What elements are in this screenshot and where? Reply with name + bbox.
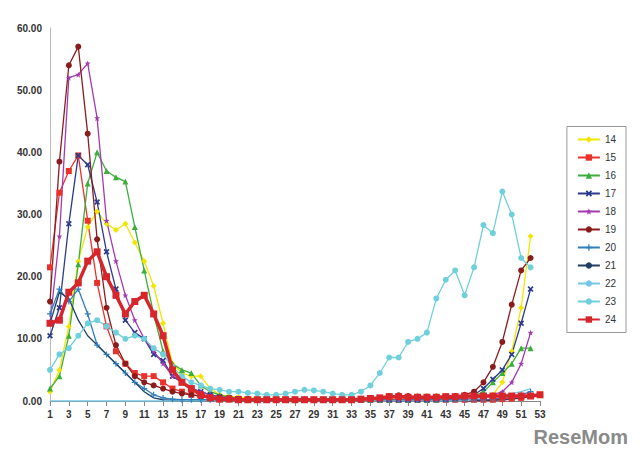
svg-text:22: 22 xyxy=(605,278,617,289)
svg-text:45: 45 xyxy=(459,409,471,420)
svg-text:11: 11 xyxy=(139,409,150,420)
svg-text:16: 16 xyxy=(605,170,617,181)
svg-text:19: 19 xyxy=(214,409,226,420)
svg-text:17: 17 xyxy=(605,188,617,199)
svg-text:21: 21 xyxy=(605,260,617,271)
svg-text:27: 27 xyxy=(289,409,301,420)
svg-text:43: 43 xyxy=(440,409,452,420)
svg-text:33: 33 xyxy=(346,409,358,420)
svg-text:15: 15 xyxy=(605,152,617,163)
svg-text:9: 9 xyxy=(123,409,129,420)
svg-text:ReseMom: ReseMom xyxy=(534,426,628,448)
svg-text:15: 15 xyxy=(176,409,188,420)
svg-text:40.00: 40.00 xyxy=(17,147,42,158)
svg-text:20: 20 xyxy=(605,242,617,253)
svg-text:14: 14 xyxy=(605,134,617,145)
svg-text:31: 31 xyxy=(327,409,339,420)
svg-text:1: 1 xyxy=(47,409,53,420)
svg-text:21: 21 xyxy=(233,409,245,420)
svg-text:35: 35 xyxy=(365,409,377,420)
svg-text:3: 3 xyxy=(66,409,72,420)
svg-text:7: 7 xyxy=(104,409,110,420)
svg-text:23: 23 xyxy=(605,296,617,307)
svg-text:13: 13 xyxy=(158,409,170,420)
svg-text:17: 17 xyxy=(195,409,207,420)
svg-text:20.00: 20.00 xyxy=(17,271,42,282)
svg-text:25: 25 xyxy=(271,409,283,420)
svg-text:18: 18 xyxy=(605,206,617,217)
svg-text:23: 23 xyxy=(252,409,264,420)
svg-text:41: 41 xyxy=(421,409,433,420)
svg-text:0.00: 0.00 xyxy=(23,396,43,407)
svg-text:53: 53 xyxy=(534,409,546,420)
svg-text:50.00: 50.00 xyxy=(17,85,42,96)
svg-text:24: 24 xyxy=(605,314,617,325)
svg-text:47: 47 xyxy=(478,409,490,420)
svg-text:37: 37 xyxy=(384,409,396,420)
svg-text:29: 29 xyxy=(308,409,320,420)
svg-text:19: 19 xyxy=(605,224,617,235)
svg-text:39: 39 xyxy=(403,409,415,420)
svg-text:30.00: 30.00 xyxy=(17,209,42,220)
svg-text:60.00: 60.00 xyxy=(17,23,42,34)
svg-text:5: 5 xyxy=(85,409,91,420)
svg-text:49: 49 xyxy=(497,409,509,420)
svg-text:51: 51 xyxy=(516,409,528,420)
svg-text:10.00: 10.00 xyxy=(17,333,42,344)
